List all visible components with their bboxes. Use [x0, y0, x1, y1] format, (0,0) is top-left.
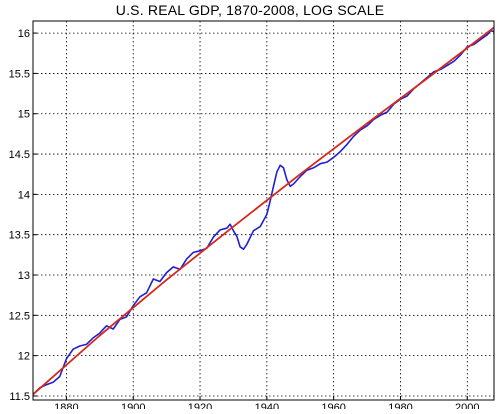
y-tick-label: 15 — [18, 109, 30, 121]
y-tick-label: 13.5 — [9, 230, 30, 242]
series-line-actual — [32, 29, 495, 395]
plot-frame — [32, 20, 495, 401]
x-tick-label: 1920 — [188, 402, 212, 409]
x-tick-label: 1940 — [255, 402, 279, 409]
grid — [33, 21, 494, 400]
y-tick-label: 11.5 — [9, 391, 30, 403]
series-line-trend — [32, 26, 495, 396]
y-tick-label: 12 — [18, 351, 30, 363]
y-tick-label: 13 — [18, 270, 30, 282]
series-layer — [32, 26, 495, 396]
y-tick-label: 16 — [18, 28, 30, 40]
x-tick-label: 1900 — [121, 402, 145, 409]
y-tick-label: 12.5 — [9, 310, 30, 322]
x-tick-label: 1980 — [388, 402, 412, 409]
x-tick-label: 2000 — [455, 402, 479, 409]
x-tick-label: 1960 — [321, 402, 345, 409]
y-tick-label: 15.5 — [9, 68, 30, 80]
chart-title: U.S. REAL GDP, 1870-2008, LOG SCALE — [115, 2, 385, 18]
x-tick-label: 1880 — [54, 402, 78, 409]
y-tick-label: 14 — [18, 189, 30, 201]
y-tick-label: 14.5 — [9, 149, 30, 161]
